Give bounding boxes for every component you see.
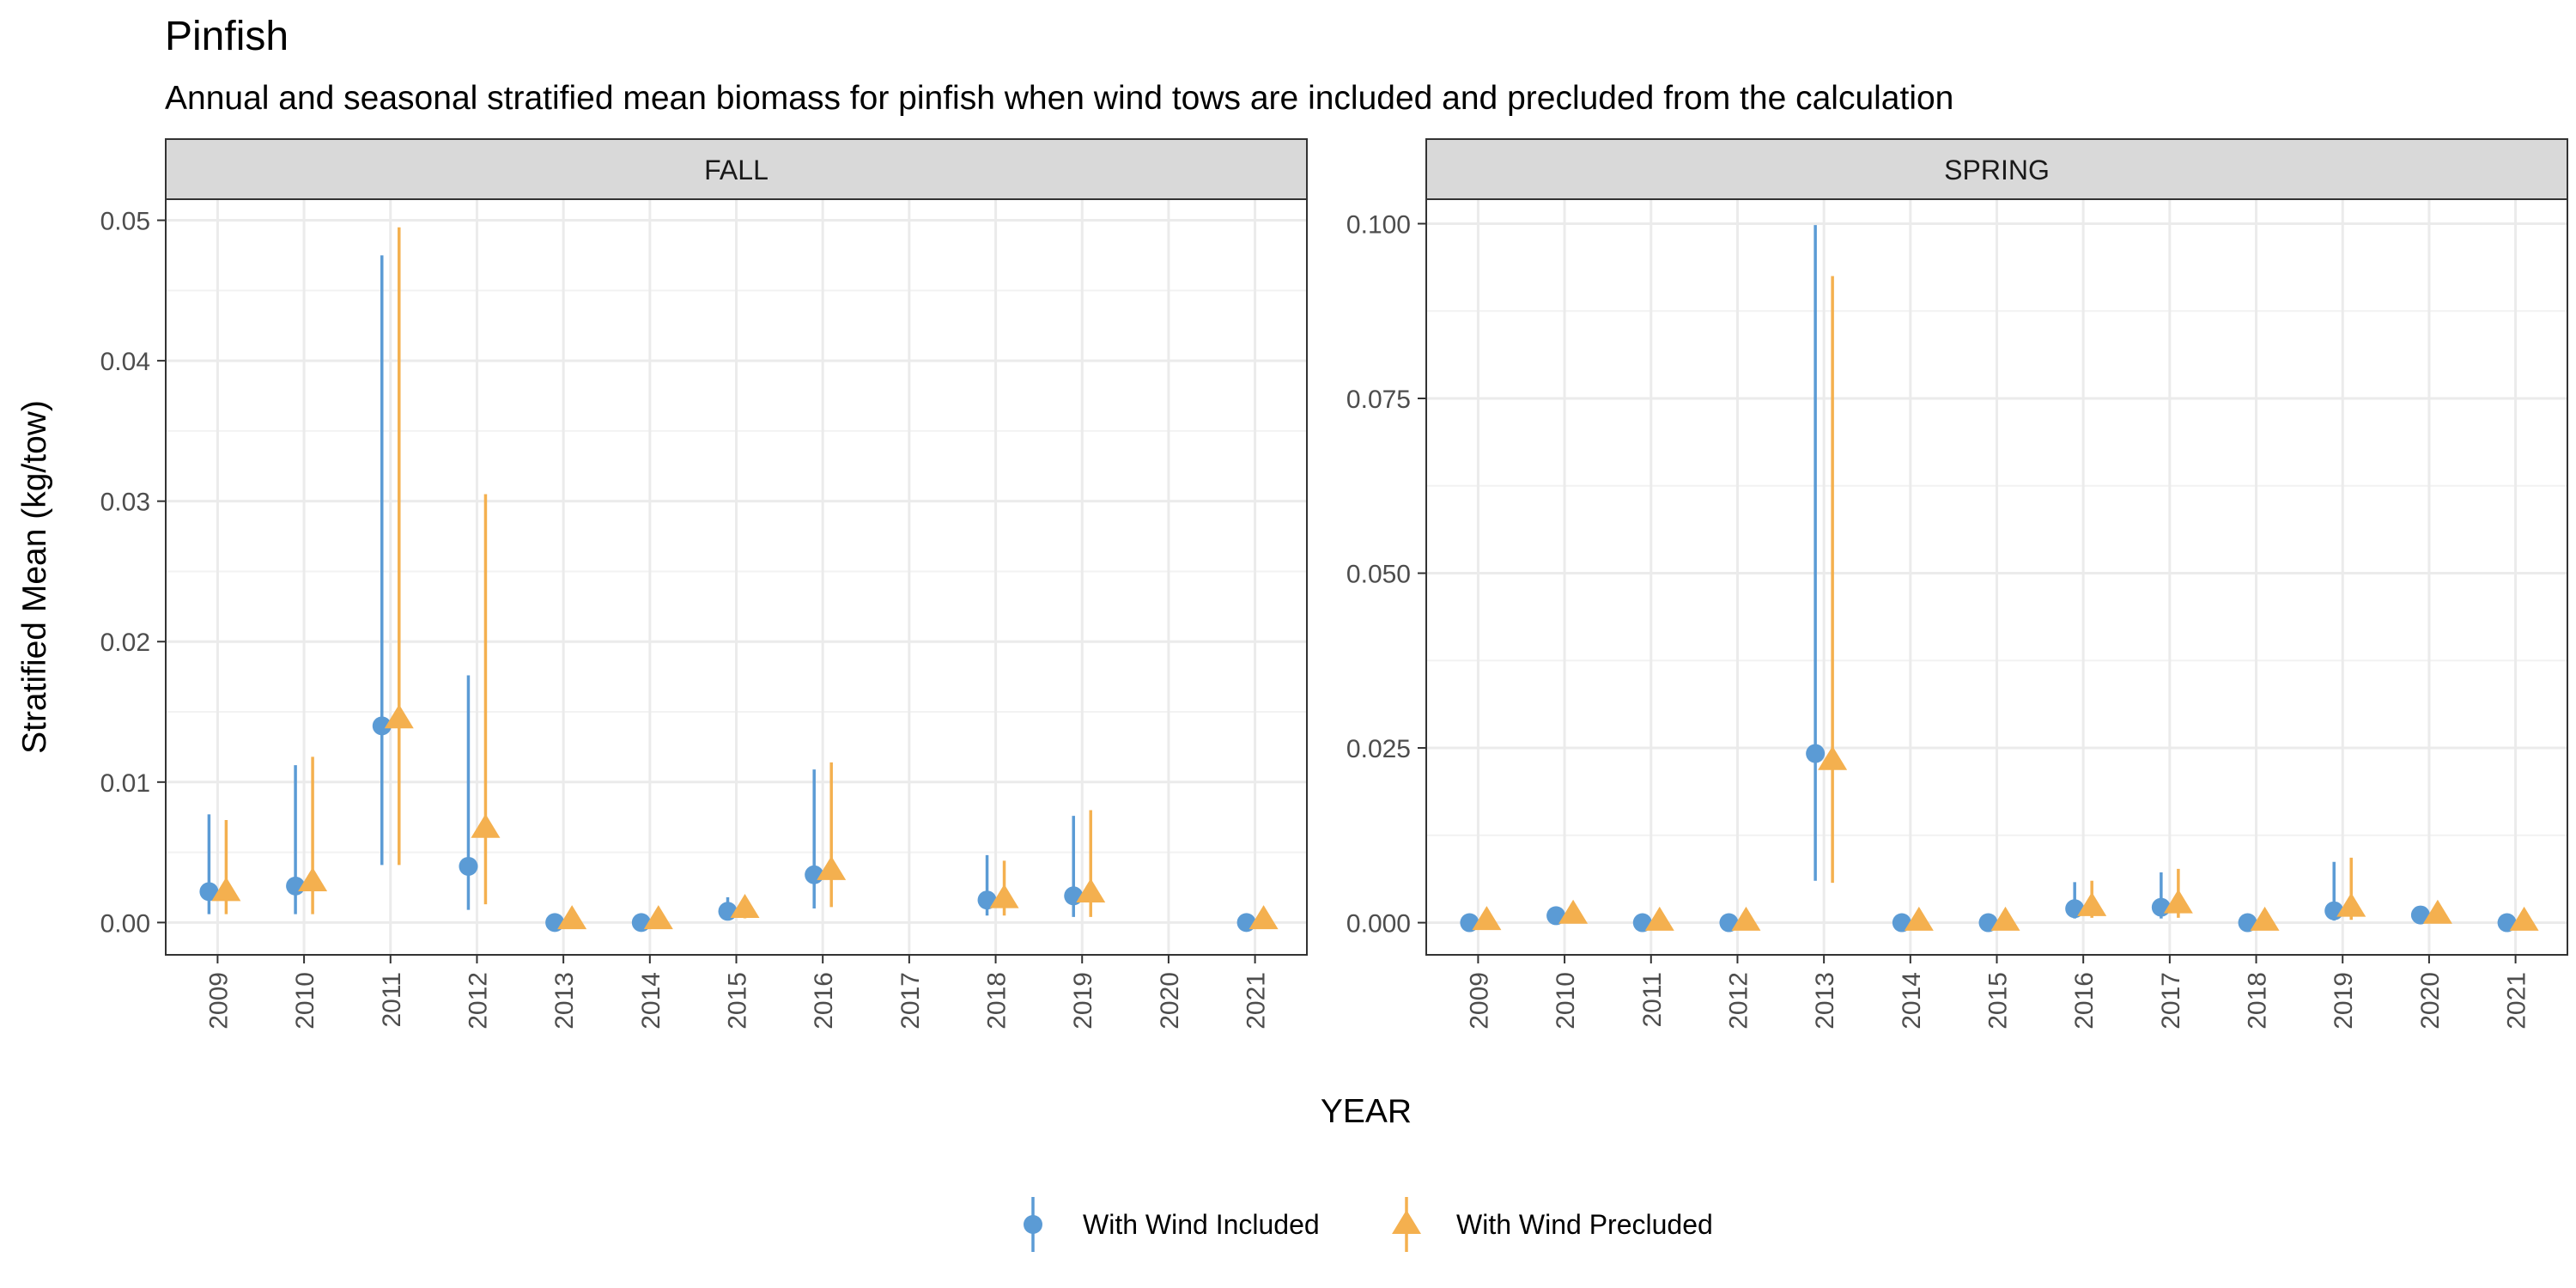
data-point [1644, 906, 1674, 931]
x-tick-label: 2010 [1552, 972, 1580, 1030]
legend-label: With Wind Precluded [1456, 1209, 1713, 1240]
facet-panels: FALL 0.00 0.01 0.02 0.03 0.04 0.05 2009 2010 2011… [100, 138, 2568, 1030]
y-tick-label: 0.050 [1346, 561, 1411, 589]
legend-item: With Wind Precluded [1392, 1197, 1713, 1252]
x-tick-label: 2012 [464, 972, 492, 1030]
y-axis-label: Stratified Mean (kg/tow) [16, 400, 53, 754]
x-tick-label: 2018 [983, 972, 1012, 1030]
x-tick-label: 2009 [1465, 972, 1493, 1030]
data-point [372, 716, 392, 736]
data-point [2163, 889, 2193, 914]
x-tick-label: 2017 [2157, 972, 2185, 1030]
legend-key-triangle [1392, 1210, 1421, 1234]
x-tick-label: 2013 [1811, 972, 1839, 1030]
x-tick-label: 2016 [810, 972, 838, 1030]
x-tick-label: 2017 [896, 972, 925, 1030]
data-point [1990, 906, 2020, 931]
y-tick-label: 0.02 [100, 629, 150, 657]
x-tick-label: 2020 [1156, 972, 1184, 1030]
x-tick-label: 2016 [2070, 972, 2099, 1030]
y-tick-label: 0.000 [1346, 910, 1411, 939]
data-point [1472, 906, 1502, 931]
data-point [1818, 745, 1848, 770]
data-point [298, 866, 328, 891]
series-wind-precluded [211, 227, 1279, 930]
data-point [384, 704, 414, 729]
series-wind-included [199, 255, 1256, 933]
facet-strip-label: SPRING [1944, 155, 2050, 185]
x-tick-label: 2018 [2244, 972, 2272, 1030]
series-wind-included [1460, 225, 2517, 933]
data-point [2410, 905, 2430, 925]
data-point [1731, 906, 1761, 931]
data-point [2422, 899, 2452, 924]
x-tick-label: 2012 [1724, 972, 1753, 1030]
x-tick-label: 2011 [378, 972, 406, 1028]
y-tick-label: 0.04 [100, 348, 150, 376]
data-point [2250, 906, 2280, 931]
x-tick-label: 2009 [204, 972, 233, 1030]
facet-fall: FALL 0.00 0.01 0.02 0.03 0.04 0.05 2009 2010 2011… [100, 138, 1308, 1030]
y-tick-label: 0.100 [1346, 210, 1411, 239]
x-tick-label: 2014 [637, 972, 665, 1030]
x-tick-label: 2015 [1984, 972, 2013, 1030]
facet-strip [165, 138, 1308, 200]
x-tick-label: 2015 [724, 972, 752, 1030]
x-tick-label: 2019 [2330, 972, 2358, 1030]
y-tick-label: 0.025 [1346, 735, 1411, 763]
x-tick-label: 2020 [2416, 972, 2445, 1030]
data-point [643, 905, 673, 930]
data-point [2509, 906, 2539, 931]
data-point [211, 877, 241, 902]
x-tick-label: 2011 [1638, 972, 1667, 1028]
panel-border [1425, 198, 2568, 956]
data-point [1806, 744, 1826, 763]
facet-strip [1425, 138, 2568, 200]
legend-item: With Wind Included [1024, 1197, 1320, 1252]
x-tick-label: 2021 [2503, 972, 2531, 1030]
x-tick-label: 2013 [550, 972, 579, 1030]
data-point [2077, 891, 2107, 916]
data-point [557, 905, 587, 930]
y-tick-label: 0.00 [100, 909, 150, 938]
data-point [459, 856, 478, 876]
series-wind-precluded [1472, 276, 2539, 931]
facet-strip-label: FALL [704, 155, 769, 185]
x-axis-label: YEAR [1321, 1093, 1412, 1130]
data-point [1076, 878, 1106, 903]
data-point [1249, 905, 1279, 930]
chart-subtitle: Annual and seasonal stratified mean biom… [165, 80, 1953, 117]
data-point [989, 884, 1019, 908]
y-tick-label: 0.01 [100, 769, 150, 798]
y-tick-label: 0.05 [100, 208, 150, 236]
y-tick-label: 0.075 [1346, 386, 1411, 414]
data-point [1558, 899, 1589, 924]
y-tick-label: 0.03 [100, 489, 150, 517]
legend-label: With Wind Included [1083, 1209, 1320, 1240]
data-point [730, 894, 760, 919]
data-point [199, 882, 219, 902]
x-tick-label: 2019 [1069, 972, 1097, 1030]
panel-border [165, 198, 1308, 956]
data-point [471, 813, 501, 838]
data-point [817, 855, 847, 880]
data-point [1904, 906, 1934, 931]
data-point [2336, 892, 2366, 917]
legend: With Wind Included With Wind Precluded [1024, 1197, 1713, 1252]
x-tick-label: 2021 [1242, 972, 1271, 1030]
facet-spring: SPRING 0.000 0.025 0.050 0.075 0.100 2009 2010 2… [1346, 138, 2568, 1030]
x-tick-label: 2014 [1898, 972, 1926, 1030]
x-tick-label: 2010 [291, 972, 319, 1030]
chart-title: Pinfish [165, 14, 289, 59]
legend-key-circle [1024, 1215, 1042, 1234]
